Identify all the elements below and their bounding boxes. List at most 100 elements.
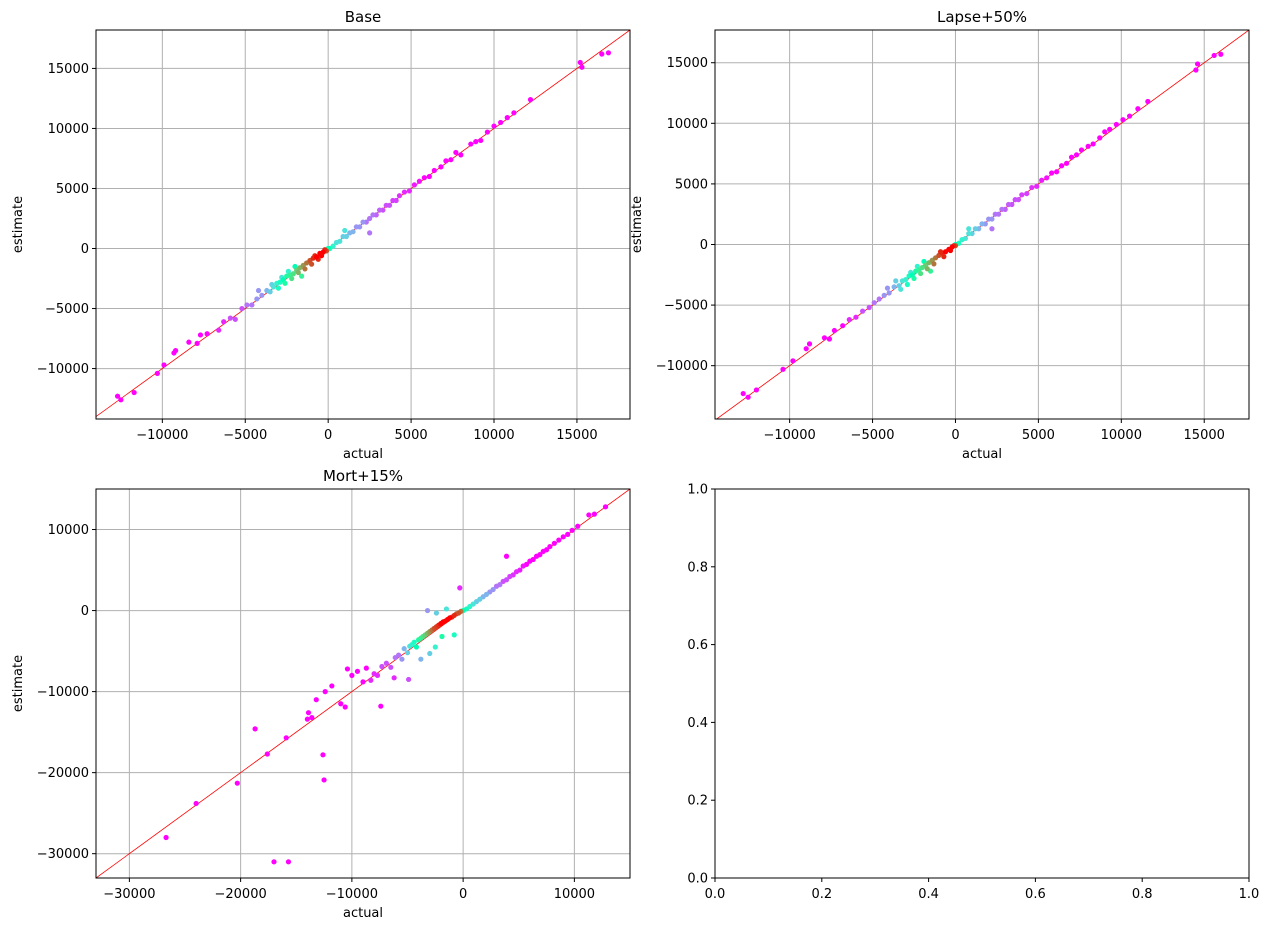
- y-tick-label: −20000: [37, 766, 89, 781]
- scatter-point: [569, 527, 575, 533]
- y-axis-label: estimate: [11, 655, 26, 712]
- x-tick-label: 10000: [554, 887, 595, 902]
- scatter-point: [367, 230, 373, 236]
- scatter-point: [171, 350, 177, 356]
- axes-frame: [95, 488, 631, 879]
- scatter-point: [966, 226, 972, 232]
- scatter-point: [1194, 61, 1201, 67]
- scatter-point: [360, 219, 366, 225]
- scatter-point: [271, 859, 277, 865]
- scatter-point: [194, 340, 200, 346]
- scatter-point: [846, 317, 852, 323]
- y-tick-label: 15000: [667, 56, 708, 71]
- scatter-point: [826, 336, 833, 342]
- scatter-point: [547, 543, 553, 550]
- scatter-point: [941, 254, 947, 260]
- x-tick-label: −30000: [103, 887, 155, 902]
- scatter-point: [1068, 154, 1075, 160]
- scatter-point: [244, 302, 250, 308]
- scatter-point: [320, 752, 326, 758]
- scatter-point: [507, 573, 513, 580]
- scatter-point: [1024, 190, 1030, 197]
- scatter-point: [399, 656, 405, 662]
- scatter-point: [252, 726, 258, 732]
- scatter-point: [376, 207, 383, 213]
- scatter-point: [995, 211, 1002, 217]
- scatter-point: [504, 115, 510, 121]
- scatter-point: [418, 656, 424, 662]
- scatter-point: [163, 834, 169, 841]
- scatter-point: [161, 362, 167, 368]
- scatter-point: [1063, 160, 1070, 166]
- scatter-point: [254, 296, 260, 302]
- scatter-point: [1078, 147, 1085, 153]
- scatter-point: [378, 703, 384, 709]
- scatter-point: [1097, 135, 1103, 141]
- scatter-point: [1005, 201, 1012, 208]
- scatter-point: [368, 677, 374, 683]
- axes-frame: [95, 29, 631, 420]
- scatter-point: [866, 304, 872, 311]
- scatter-point: [318, 253, 325, 259]
- scatter-point: [498, 119, 504, 126]
- scatter-point: [391, 675, 397, 681]
- scatter-point: [1107, 126, 1113, 132]
- scatter-point: [513, 569, 520, 575]
- scatter-point: [438, 164, 444, 170]
- scatter-point: [497, 582, 503, 588]
- x-tick-label: 0.4: [918, 887, 939, 902]
- scatter-point: [918, 270, 924, 277]
- scatter-point: [1126, 113, 1133, 119]
- scatter-point: [1090, 141, 1096, 147]
- scatter-point: [308, 261, 315, 267]
- y-tick-label: −10000: [37, 362, 89, 377]
- scatter-point: [337, 238, 343, 244]
- scatter-point: [270, 284, 277, 290]
- scatter-point: [413, 644, 419, 650]
- x-tick-label: −5000: [223, 428, 267, 443]
- x-tick-label: 1.0: [1239, 887, 1260, 902]
- scatter-point: [989, 226, 995, 232]
- scatter-point: [416, 178, 422, 184]
- scatter-point: [367, 215, 373, 222]
- chart-title: Lapse+50%: [937, 8, 1027, 26]
- scatter-point: [999, 206, 1005, 212]
- scatter-point: [290, 271, 296, 277]
- scatter-point: [979, 221, 985, 227]
- scatter-point: [884, 285, 891, 291]
- scatter-point: [302, 266, 308, 272]
- plot-area: [96, 30, 630, 417]
- scatter-point: [1054, 169, 1060, 175]
- scatter-point: [947, 247, 954, 254]
- scatter-point: [401, 189, 408, 195]
- x-axis-label: actual: [343, 906, 383, 921]
- scatter-point: [396, 652, 402, 658]
- chart-title: Mort+15%: [323, 467, 403, 485]
- scatter-point: [1044, 175, 1050, 181]
- x-tick-label: 15000: [1184, 428, 1225, 443]
- scatter-point: [586, 512, 592, 518]
- y-tick-label: 5000: [56, 182, 89, 197]
- scatter-point: [424, 607, 431, 614]
- y-tick-label: 0.4: [687, 716, 708, 731]
- scatter-point: [443, 606, 450, 612]
- x-tick-label: 15000: [556, 428, 597, 443]
- scatter-point: [530, 556, 536, 563]
- scatter-point: [1034, 183, 1040, 189]
- scatter-point: [344, 666, 351, 672]
- scatter-point: [204, 331, 210, 337]
- chart-panel-2: −10000 −5000 0 5000 10000 15000 −10000 −5000 0 50…: [630, 8, 1250, 462]
- scatter-point: [853, 314, 859, 320]
- x-tick-label: 0.8: [1132, 887, 1153, 902]
- scatter-point: [370, 212, 376, 218]
- scatter-point: [221, 319, 227, 325]
- scatter-point: [602, 504, 609, 510]
- scatter-point: [118, 397, 124, 403]
- axes-frame: [714, 488, 1250, 879]
- scatter-point: [406, 188, 413, 194]
- scatter-point: [354, 668, 361, 674]
- scatter-point: [456, 610, 462, 616]
- scatter-point: [780, 366, 786, 372]
- scatter-point: [1145, 98, 1151, 105]
- scatter-point: [388, 664, 394, 670]
